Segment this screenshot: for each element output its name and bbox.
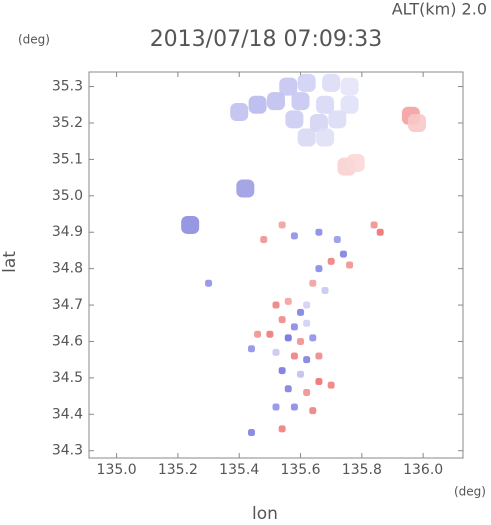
echo-cell (260, 236, 268, 244)
echo-cell (346, 154, 365, 173)
echo-cell (297, 73, 316, 92)
x-tick-label: 135.8 (342, 462, 382, 478)
echo-cell (290, 232, 298, 240)
echo-cell (316, 95, 335, 114)
echo-cell (297, 128, 316, 147)
echo-cell (340, 95, 359, 114)
echo-cell (272, 348, 280, 356)
echo-cell (408, 113, 427, 132)
echo-cell (247, 429, 255, 437)
plot-frame (88, 71, 464, 459)
chart-title: 2013/07/18 07:09:33 (150, 27, 383, 52)
echo-cell (333, 236, 341, 244)
y-tick-label: 34.9 (52, 224, 83, 240)
echo-cell (309, 407, 317, 415)
y-tick-label: 34.7 (52, 297, 83, 313)
altitude-label: ALT(km) 2.0 (392, 0, 487, 19)
echo-cell (278, 221, 286, 229)
echo-cell (297, 337, 305, 345)
echo-cell (266, 330, 274, 338)
echo-cell (303, 388, 311, 396)
y-tick-label: 34.5 (52, 370, 83, 386)
y-tick-label: 34.6 (52, 333, 83, 349)
echo-cell (284, 334, 292, 342)
echo-cell (291, 92, 310, 111)
echo-cell (279, 77, 298, 96)
y-unit: (deg) (18, 33, 50, 47)
echo-cell (230, 103, 249, 122)
echo-cell (303, 356, 311, 364)
x-unit: (deg) (454, 485, 486, 499)
echo-cell (340, 77, 359, 96)
echo-cell (272, 403, 280, 411)
echo-cell (370, 221, 378, 229)
echo-cell (247, 345, 255, 353)
echo-cell (205, 279, 213, 287)
echo-cell (267, 92, 285, 111)
echo-cell (321, 286, 329, 294)
y-tick-label: 35.0 (52, 188, 83, 204)
echo-cell (248, 95, 267, 114)
echo-cell (290, 403, 298, 411)
echo-cell (316, 128, 335, 147)
echo-cell (315, 228, 323, 236)
echo-cell (309, 334, 317, 342)
echo-cell (278, 425, 286, 433)
echo-cell (297, 370, 305, 378)
echo-cell (376, 228, 384, 236)
y-tick-label: 35.2 (52, 115, 83, 131)
echo-cell (309, 279, 317, 287)
echo-cell (285, 110, 304, 129)
echo-cell (278, 367, 286, 375)
y-tick-label: 34.4 (52, 406, 83, 422)
echo-cell (284, 297, 292, 305)
echo-cell (254, 330, 262, 338)
x-tick-label: 135.4 (219, 462, 259, 478)
y-axis-label: lat (0, 251, 20, 273)
x-tick-label: 135.0 (97, 462, 137, 478)
echo-cell (322, 73, 341, 92)
y-tick-label: 35.3 (52, 79, 83, 95)
echo-cell (315, 352, 323, 360)
x-tick-label: 135.2 (158, 462, 198, 478)
echo-cell (327, 381, 335, 389)
echo-cell (297, 308, 305, 316)
echo-cell (339, 250, 347, 258)
echo-cell (290, 352, 298, 360)
echo-cell (303, 319, 311, 327)
echo-cell (278, 316, 286, 324)
echo-cell (328, 110, 347, 129)
y-tick-label: 34.8 (52, 261, 83, 277)
echo-cell (327, 257, 335, 265)
echo-cell (284, 385, 292, 393)
x-tick-label: 135.6 (280, 462, 320, 478)
x-tick-label: 136.0 (403, 462, 443, 478)
x-axis-label: lon (252, 504, 278, 521)
echo-cell (309, 113, 328, 132)
echo-cell (315, 265, 323, 273)
echo-cell (346, 261, 354, 269)
echo-cell (315, 378, 323, 386)
echo-cell (181, 215, 200, 234)
y-tick-label: 34.3 (52, 443, 83, 459)
echo-cell (290, 323, 298, 331)
echo-cell (303, 301, 311, 309)
echo-cell (272, 301, 280, 309)
y-tick-label: 35.1 (52, 151, 83, 167)
echo-cell (236, 179, 255, 198)
